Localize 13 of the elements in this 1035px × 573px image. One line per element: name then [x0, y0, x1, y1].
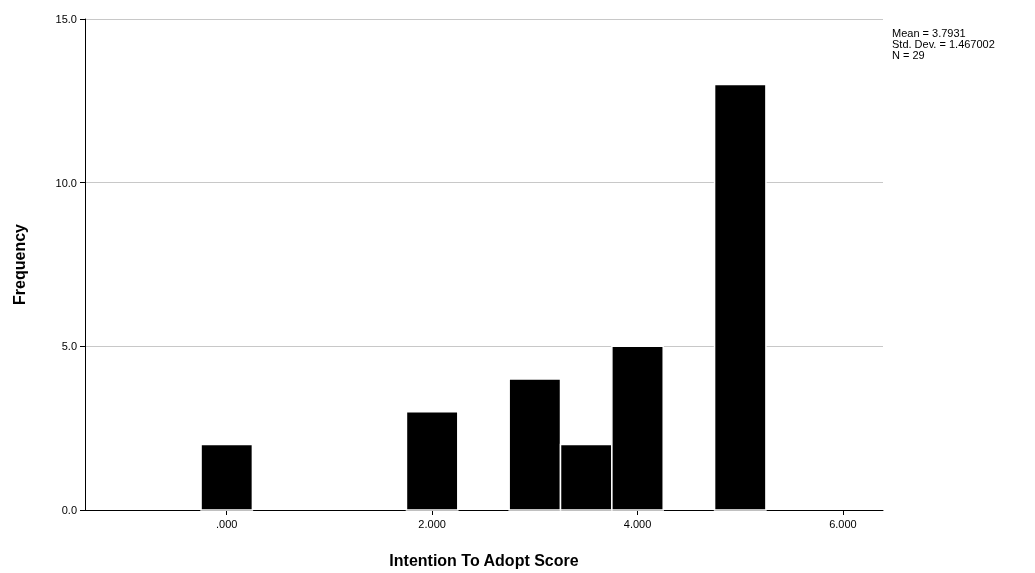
text: Std. Dev. = 1.467002 [892, 37, 995, 50]
x-tick-label: .000 [216, 517, 238, 530]
x-tick-label: 2.000 [418, 517, 446, 530]
x-tick-label: 4.000 [623, 517, 652, 530]
text: Mean = 3.7931 [892, 26, 966, 39]
y-axis-title: Frequency [10, 223, 28, 305]
y-tick-label: 0.0 [61, 504, 77, 516]
y-tick-label: 5.0 [61, 340, 77, 353]
y-tick-label: 15.0 [55, 13, 77, 25]
x-axis-title: Intention To Adopt Score [389, 551, 579, 569]
x-tick-label: 6.000 [829, 517, 857, 530]
text: N = 29 [892, 48, 925, 61]
y-tick-label: 10.0 [55, 176, 77, 189]
